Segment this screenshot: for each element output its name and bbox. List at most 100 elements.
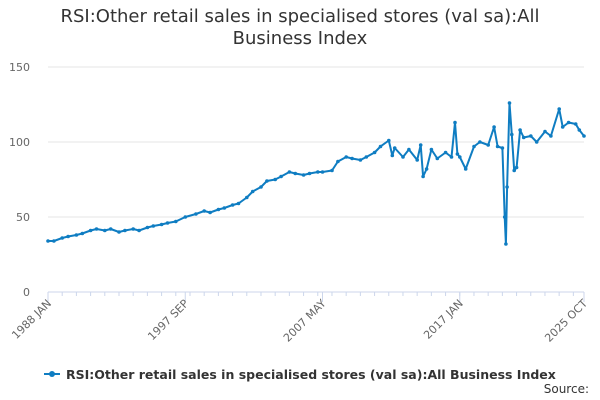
data-point-18 — [174, 219, 178, 224]
data-point-21 — [202, 209, 206, 213]
x-tick-label-3: 2017 JAN — [421, 297, 466, 342]
data-point-0 — [46, 239, 50, 243]
chart-title: RSI:Other retail sales in specialised st… — [0, 6, 600, 50]
data-point-76 — [514, 165, 519, 170]
data-point-74 — [510, 132, 514, 137]
x-tick-label-2: 2007 MAY — [281, 297, 329, 345]
data-point-31 — [273, 177, 278, 182]
data-point-1 — [52, 239, 56, 243]
data-point-81 — [543, 129, 547, 134]
data-point-88 — [582, 134, 586, 138]
data-point-65 — [478, 140, 482, 144]
data-point-24 — [222, 206, 227, 210]
data-point-79 — [529, 134, 533, 138]
data-point-38 — [320, 170, 325, 174]
y-tick-label-50: 50 — [16, 211, 30, 224]
data-point-85 — [566, 120, 571, 125]
data-point-50 — [401, 155, 405, 159]
data-point-7 — [94, 227, 99, 231]
data-point-14 — [145, 225, 150, 230]
gridlines — [48, 66, 584, 218]
chart-title-line-1: RSI:Other retail sales in specialised st… — [60, 6, 540, 27]
data-point-68 — [495, 144, 500, 149]
data-point-84 — [560, 125, 565, 129]
data-point-49 — [392, 146, 397, 150]
data-point-54 — [421, 174, 425, 179]
data-point-11 — [123, 228, 127, 233]
data-point-17 — [165, 221, 170, 225]
data-point-71 — [504, 242, 508, 246]
x-axis: 1988 JAN 1997 SEP 2007 MAY 2017 JAN 2025 OCT — [9, 291, 590, 345]
data-point-66 — [486, 143, 491, 147]
data-point-9 — [108, 227, 113, 231]
data-point-23 — [216, 207, 221, 212]
data-point-42 — [350, 156, 354, 161]
data-point-12 — [131, 227, 135, 231]
data-point-36 — [307, 171, 312, 176]
data-point-2 — [60, 236, 64, 240]
data-point-48 — [390, 153, 395, 158]
data-point-86 — [573, 122, 578, 126]
data-point-82 — [549, 134, 553, 138]
data-point-27 — [245, 195, 249, 200]
data-point-70 — [502, 215, 507, 219]
data-point-59 — [449, 155, 454, 159]
data-point-5 — [80, 231, 85, 236]
data-point-39 — [330, 168, 334, 173]
x-tick-label-0: 1988 JAN — [9, 297, 54, 342]
y-tick-label-0: 0 — [23, 286, 30, 299]
data-point-61 — [455, 152, 460, 156]
data-point-55 — [424, 167, 429, 171]
x-tick-label-1: 1997 SEP — [145, 297, 191, 343]
legend-series-label: RSI:Other retail sales in specialised st… — [66, 366, 556, 382]
data-point-58 — [443, 150, 448, 155]
data-point-44 — [364, 155, 369, 159]
data-point-26 — [236, 201, 241, 206]
data-point-62 — [458, 155, 462, 159]
data-point-10 — [117, 230, 121, 234]
y-tick-label-150: 150 — [9, 61, 30, 74]
source-label: Source: — [543, 382, 589, 396]
data-point-29 — [259, 185, 263, 189]
data-point-46 — [378, 144, 383, 149]
data-point-25 — [230, 203, 235, 207]
data-point-3 — [66, 234, 70, 239]
data-point-56 — [429, 147, 434, 152]
data-point-67 — [492, 125, 496, 129]
data-point-75 — [512, 168, 516, 173]
data-point-32 — [279, 174, 283, 179]
y-axis: 0 50 100 150 — [9, 61, 30, 299]
data-point-6 — [88, 228, 93, 233]
data-point-22 — [208, 210, 212, 215]
data-point-87 — [577, 128, 582, 132]
data-point-8 — [103, 228, 107, 233]
data-point-13 — [137, 228, 141, 233]
data-point-34 — [293, 171, 298, 176]
plot-area — [46, 101, 586, 246]
data-point-43 — [358, 158, 363, 162]
series-line-0 — [48, 102, 585, 245]
data-point-60 — [453, 120, 457, 125]
data-point-73 — [507, 101, 512, 105]
data-point-41 — [344, 155, 349, 159]
data-point-19 — [183, 215, 188, 219]
data-point-15 — [151, 224, 156, 228]
data-point-63 — [463, 167, 468, 171]
data-point-77 — [518, 128, 522, 132]
data-point-80 — [534, 140, 539, 144]
data-point-69 — [500, 146, 505, 150]
data-point-64 — [472, 144, 476, 149]
data-point-40 — [336, 159, 340, 164]
legend[interactable]: RSI:Other retail sales in specialised st… — [44, 364, 556, 384]
data-point-83 — [557, 107, 561, 111]
data-point-35 — [301, 173, 306, 177]
data-point-30 — [265, 179, 269, 183]
data-point-53 — [418, 143, 423, 147]
data-point-78 — [521, 135, 526, 140]
legend-series-symbol — [44, 368, 60, 380]
data-point-16 — [159, 222, 164, 227]
chart-title-line-2: Business Index — [232, 28, 368, 49]
data-point-52 — [415, 158, 420, 162]
data-point-45 — [372, 150, 377, 155]
data-point-33 — [287, 170, 292, 174]
